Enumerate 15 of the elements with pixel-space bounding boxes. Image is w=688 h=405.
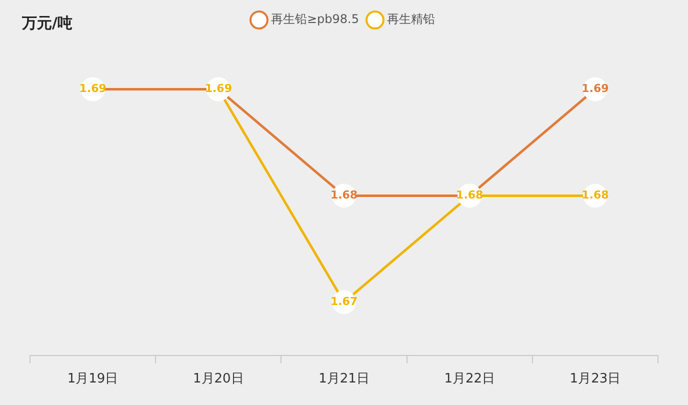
x-tick-label: 1月22日 xyxy=(444,372,496,387)
data-label: 1.68 xyxy=(456,188,484,202)
x-tick-label: 1月19日 xyxy=(67,372,118,387)
x-tick-label: 1月23日 xyxy=(570,372,621,387)
data-label: 1.69 xyxy=(204,82,232,96)
legend-label: 再生精铅 xyxy=(387,12,436,26)
data-label: 1.69 xyxy=(582,82,609,96)
x-tick-label: 1月21日 xyxy=(318,372,370,387)
data-label: 1.67 xyxy=(330,295,358,308)
legend-label: 再生铅≥pb98.5 xyxy=(270,12,360,26)
chart-title: 万元/吨 xyxy=(22,14,72,33)
data-label: 1.68 xyxy=(330,188,358,202)
data-label: 1.68 xyxy=(582,188,609,202)
data-label: 1.69 xyxy=(79,82,106,96)
x-tick-label: 1月20日 xyxy=(192,372,244,387)
